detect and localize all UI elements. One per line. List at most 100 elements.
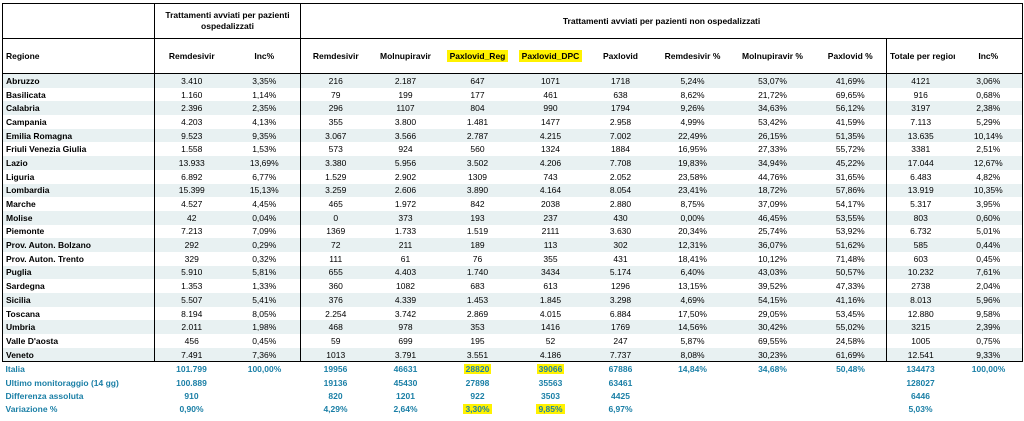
highlighted-value: 39066 — [536, 364, 565, 375]
cell-molnupiravir-pct: 29,05% — [758, 308, 787, 319]
cell-paxlovid-reg: 353 — [440, 320, 515, 335]
cell-paxlovid-dpc: 1324 — [541, 144, 560, 155]
cell-inc-osp: 1,33% — [228, 279, 301, 293]
cell-inc: 2,38% — [954, 101, 1024, 116]
cell-inc-osp: 5,81% — [228, 265, 301, 280]
cell-molnupiravir-pct: 26,15% — [730, 128, 815, 143]
cell-totale: 12.541 — [886, 347, 955, 363]
cell-paxlovid-dpc: 52 — [545, 335, 556, 346]
cell-remdesivir-pct: 4,69% — [654, 293, 731, 307]
cell-molnupiravir: 1.733 — [394, 226, 417, 237]
cell-remdesivir-pct: 20,34% — [678, 226, 707, 237]
cell-paxlovid-dpc: 4.215 — [514, 128, 587, 143]
cell-molnupiravir: 2.606 — [370, 183, 441, 198]
cell-remdesivir: 468 — [300, 320, 371, 335]
cell-remdesivir-osp: 7.213 — [154, 224, 229, 239]
cell-remdesivir: 216 — [300, 73, 371, 88]
cell-molnupiravir-pct: 30,42% — [730, 320, 815, 335]
cell-remdesivir-pct: 6,40% — [654, 265, 731, 280]
cell-paxlovid-reg: 189 — [440, 238, 515, 252]
cell-inc: 9,58% — [954, 306, 1024, 321]
cell-paxlovid-dpc: 4.206 — [514, 156, 587, 170]
cell-remdesivir: 1369 — [326, 226, 346, 237]
cell-remdesivir-pct: 14,56% — [654, 320, 731, 335]
summary-cell-paxlovid-pct: 50,48% — [836, 364, 865, 375]
cell-paxlovid: 6.884 — [609, 308, 632, 319]
cell-paxlovid-pct: 51,62% — [814, 238, 887, 252]
cell-paxlovid-dpc: 990 — [514, 101, 587, 116]
summary-cell-remdesivir-pct — [655, 389, 731, 402]
cell-paxlovid-reg: 3.502 — [440, 156, 515, 170]
summary-row: Differenza assoluta 910 820 1201 922 3503 4425… — [3, 389, 1023, 402]
table-row: Abruzzo 3.410 3,35% 216 2.187 647 1071 1718 5,24… — [2, 73, 1024, 88]
cell-totale: 2738 — [911, 281, 931, 292]
treatments-table: Trattamenti avviati per pazienti ospedal… — [2, 3, 1024, 416]
summary-cell-paxlovid: 63461 — [608, 377, 633, 388]
summary-cell-paxlovid-dpc: 35563 — [538, 377, 563, 388]
cell-inc-osp: 5,41% — [228, 293, 301, 307]
cell-totale: 17.044 — [886, 156, 955, 170]
cell-paxlovid-reg: 804 — [440, 101, 515, 116]
cell-paxlovid: 638 — [613, 89, 628, 100]
paxlovid-reg-highlight: Paxlovid_Reg — [446, 50, 509, 62]
cell-inc: 0,45% — [954, 251, 1024, 266]
cell-molnupiravir-pct: 46,45% — [730, 210, 815, 225]
cell-inc: 9,33% — [954, 347, 1024, 363]
summary-cell-paxlovid-dpc: 3503 — [541, 390, 560, 401]
group-header-row: Trattamenti avviati per pazienti ospedal… — [2, 3, 1024, 39]
cell-regione: Lombardia — [2, 183, 155, 198]
summary-cell-remdesivir-osp: 0,90% — [179, 404, 204, 415]
cell-regione: Veneto — [2, 347, 155, 363]
cell-paxlovid-reg: 2.787 — [440, 128, 515, 143]
cell-regione: Calabria — [2, 101, 155, 116]
cell-paxlovid-pct: 55,02% — [814, 320, 887, 335]
cell-regione: Emilia Romagna — [2, 128, 155, 143]
table-row: Liguria 6.892 6,77% 1.529 2.902 1309 743 2.052 2… — [2, 169, 1024, 184]
table-row: Campania 4.203 4,13% 355 3.800 1.481 1477 2.958… — [2, 115, 1024, 129]
cell-remdesivir-osp: 42 — [154, 210, 229, 225]
cell-paxlovid-dpc: 4.164 — [514, 183, 587, 198]
group-header-blank — [2, 3, 155, 39]
summary-row: Italia 101.799 100,00% 19956 46631 28820 39066… — [3, 362, 1023, 376]
cell-paxlovid-reg: 647 — [440, 73, 515, 88]
cell-paxlovid-dpc: 613 — [543, 281, 558, 292]
cell-remdesivir: 3.259 — [300, 183, 371, 198]
cell-inc-osp: 0,45% — [228, 334, 301, 348]
col-header-inc-osp: Inc% — [228, 38, 301, 74]
group-header-ospedalizzati: Trattamenti avviati per pazienti ospedal… — [154, 3, 301, 39]
cell-remdesivir: 655 — [300, 265, 371, 280]
cell-remdesivir: 111 — [329, 253, 343, 264]
cell-paxlovid-dpc: 1477 — [541, 116, 560, 127]
cell-remdesivir: 0 — [300, 210, 371, 225]
cell-inc: 2,39% — [954, 320, 1024, 335]
cell-remdesivir: 355 — [328, 116, 343, 127]
cell-molnupiravir: 3.566 — [370, 128, 441, 143]
cell-totale: 3381 — [911, 144, 931, 155]
summary-cell-paxlovid: 6,97% — [608, 404, 633, 415]
summary-cell-remdesivir: 19956 — [323, 364, 348, 375]
cell-remdesivir-osp: 2.396 — [154, 101, 229, 116]
summary-cell-remdesivir-osp: 101.799 — [176, 364, 207, 375]
cell-inc: 4,82% — [954, 169, 1024, 184]
cell-remdesivir-osp: 1.558 — [154, 142, 229, 157]
cell-molnupiravir: 5.956 — [370, 156, 441, 170]
cell-remdesivir-osp: 4.527 — [154, 197, 229, 211]
cell-paxlovid-pct: 57,86% — [814, 183, 887, 198]
cell-molnupiravir: 924 — [398, 144, 413, 155]
table-row: Lazio 13.933 13,69% 3.380 5.956 3.502 4.206 7.7… — [2, 156, 1024, 170]
summary-cell-inc — [955, 376, 1023, 389]
cell-regione: Prov. Auton. Bolzano — [2, 238, 155, 252]
cell-regione: Sardegna — [2, 279, 155, 293]
col-header-molnupiravir-pct: Molnupiravir % — [730, 38, 815, 74]
table-row: Sicilia 5.507 5,41% 376 4.339 1.453 1.845 3.298… — [2, 293, 1024, 307]
cell-molnupiravir: 4.339 — [370, 293, 441, 307]
cell-remdesivir-osp: 15.399 — [154, 183, 229, 198]
cell-molnupiravir: 2.902 — [394, 171, 417, 182]
cell-molnupiravir-pct: 36,07% — [730, 238, 815, 252]
cell-remdesivir-osp: 13.933 — [154, 156, 229, 170]
cell-remdesivir-pct: 0,00% — [654, 210, 731, 225]
cell-totale: 5.317 — [910, 199, 932, 210]
highlighted-value: 9,85% — [536, 404, 565, 415]
cell-remdesivir-osp: 292 — [154, 238, 229, 252]
cell-remdesivir-pct: 5,24% — [654, 73, 731, 88]
